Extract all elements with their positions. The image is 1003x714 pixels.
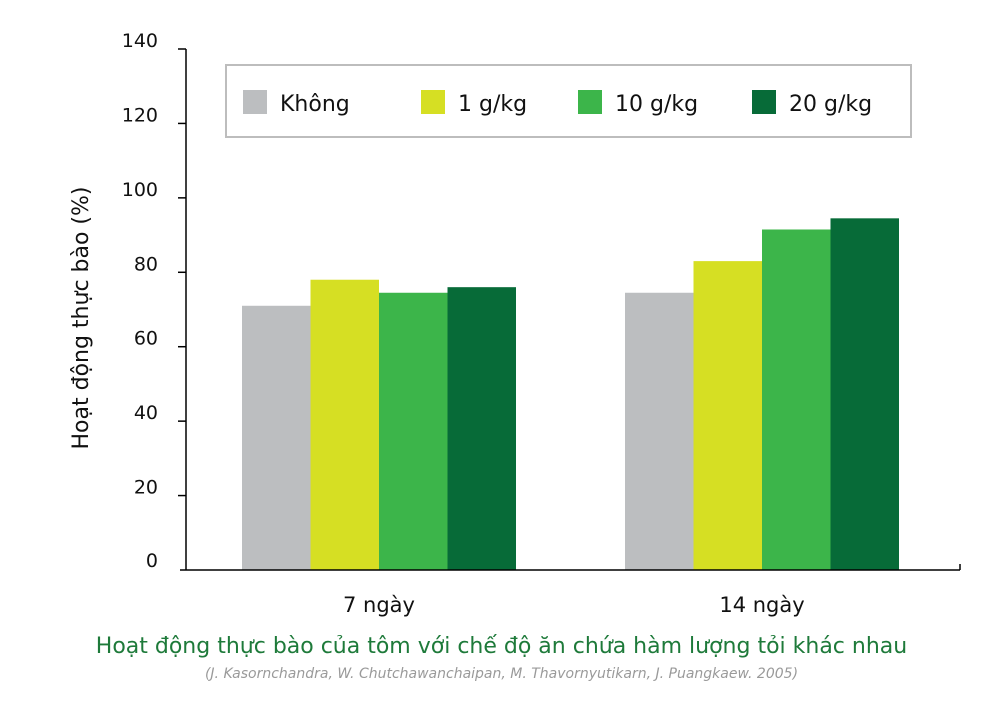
- legend-label: 1 g/kg: [458, 92, 527, 117]
- bar: [447, 287, 516, 570]
- bar: [762, 229, 831, 570]
- legend: Không 1 g/kg 10 g/kg 20 g/kg: [225, 64, 912, 138]
- y-tick-label: 80: [134, 253, 158, 275]
- bar: [242, 305, 311, 570]
- legend-label: 20 g/kg: [789, 92, 872, 117]
- y-axis-ticks: 0 20 40 60 80 100 120 140: [122, 30, 186, 572]
- axes: [180, 49, 961, 571]
- bar: [310, 279, 379, 570]
- legend-box: [225, 64, 912, 138]
- y-axis-title: Hoạt động thực bào (%): [69, 186, 94, 449]
- y-tick-label: 0: [146, 550, 158, 572]
- y-tick-label: 100: [122, 179, 158, 201]
- bar: [830, 218, 899, 570]
- y-tick-label: 140: [122, 30, 158, 52]
- legend-swatch: [578, 90, 602, 114]
- legend-label: 10 g/kg: [615, 92, 698, 117]
- legend-label: Không: [280, 92, 350, 117]
- y-tick-label: 40: [134, 402, 158, 424]
- y-tick-label: 120: [122, 104, 158, 126]
- x-axis-categories: 7 ngày 14 ngày: [343, 593, 805, 617]
- y-axis-title-group: Hoạt động thực bào (%): [69, 186, 94, 449]
- x-category-label: 7 ngày: [343, 593, 415, 617]
- bar: [625, 292, 694, 570]
- y-tick-label: 60: [134, 328, 158, 350]
- legend-swatch: [243, 90, 267, 114]
- chart-title: Hoạt động thực bào của tôm với chế độ ăn…: [95, 634, 908, 659]
- chart-source-credit: (J. Kasornchandra, W. Chutchawanchaipan,…: [204, 666, 799, 682]
- x-category-label: 14 ngày: [719, 593, 804, 617]
- bars: [242, 218, 899, 570]
- legend-swatch: [421, 90, 445, 114]
- bar: [379, 292, 448, 570]
- y-tick-label: 20: [134, 477, 158, 499]
- bar: [693, 261, 762, 570]
- legend-swatch: [752, 90, 776, 114]
